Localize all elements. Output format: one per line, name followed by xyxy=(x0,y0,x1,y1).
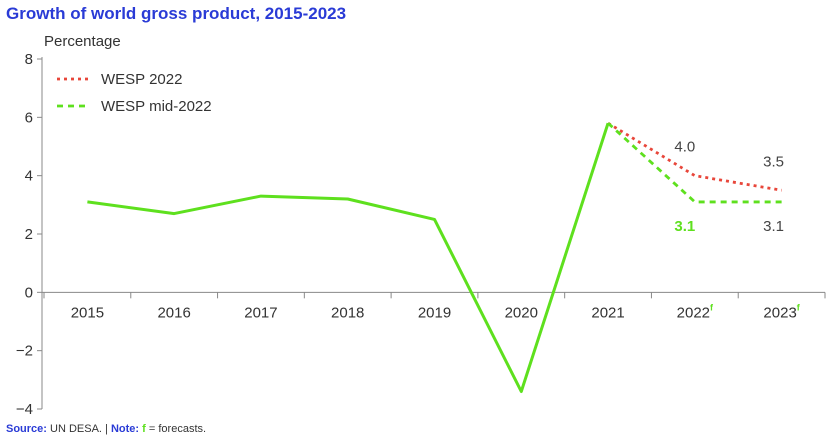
y-tick-label-0: 0 xyxy=(25,284,33,301)
forecast-mark-2022: f xyxy=(710,302,714,312)
x-tick-label-2015: 2015 xyxy=(71,304,104,321)
data-label-2: 3.1 xyxy=(674,218,695,235)
y-tick-label--2: −2 xyxy=(16,343,33,360)
legend-label-0: WESP 2022 xyxy=(101,71,182,88)
y-tick-label--4: −4 xyxy=(16,401,33,418)
x-tick-label-2021: 2021 xyxy=(591,304,624,321)
data-label-3: 3.1 xyxy=(763,218,784,235)
footnote: Source: UN DESA. | Note: f = forecasts. xyxy=(6,423,206,435)
y-tick-label-4: 4 xyxy=(25,168,33,185)
data-label-0: 4.0 xyxy=(674,139,695,156)
footnote-source-text: UN DESA. xyxy=(50,423,102,435)
data-label-1: 3.5 xyxy=(763,153,784,170)
y-tick-label-2: 2 xyxy=(25,226,33,243)
footnote-forecast-mark: f xyxy=(142,423,146,435)
series-line-actual xyxy=(87,122,610,393)
footnote-note-label: Note: xyxy=(110,423,140,435)
x-tick-label-2022: 2022f xyxy=(677,302,714,321)
chart-plot: −4 −2 0 2 4 6 8 Percentage 2015 2016 2017 2018 2019 2… xyxy=(16,33,826,418)
y-tick-label-8: 8 xyxy=(25,51,33,68)
chart-title: Growth of world gross product, 2015-2023 xyxy=(6,4,347,23)
footnote-source-label: Source: xyxy=(6,423,47,435)
x-tick-label-2023: 2023f xyxy=(763,302,800,321)
legend-label-1: WESP mid-2022 xyxy=(101,98,212,115)
forecast-mark-2023: f xyxy=(797,302,801,312)
x-tick-label-2017: 2017 xyxy=(244,304,277,321)
x-tick-label-2019: 2019 xyxy=(418,304,451,321)
footnote-separator: | xyxy=(105,423,108,435)
x-tick-label-2020: 2020 xyxy=(505,304,538,321)
x-tick-label-2016: 2016 xyxy=(157,304,190,321)
y-tick-label-6: 6 xyxy=(25,109,33,126)
series-line-wesp-2022 xyxy=(607,121,782,192)
y-axis-label: Percentage xyxy=(44,33,121,50)
series-line-wesp-mid-2022 xyxy=(607,122,782,204)
footnote-note-text: = forecasts. xyxy=(148,423,207,435)
x-tick-label-2018: 2018 xyxy=(331,304,364,321)
